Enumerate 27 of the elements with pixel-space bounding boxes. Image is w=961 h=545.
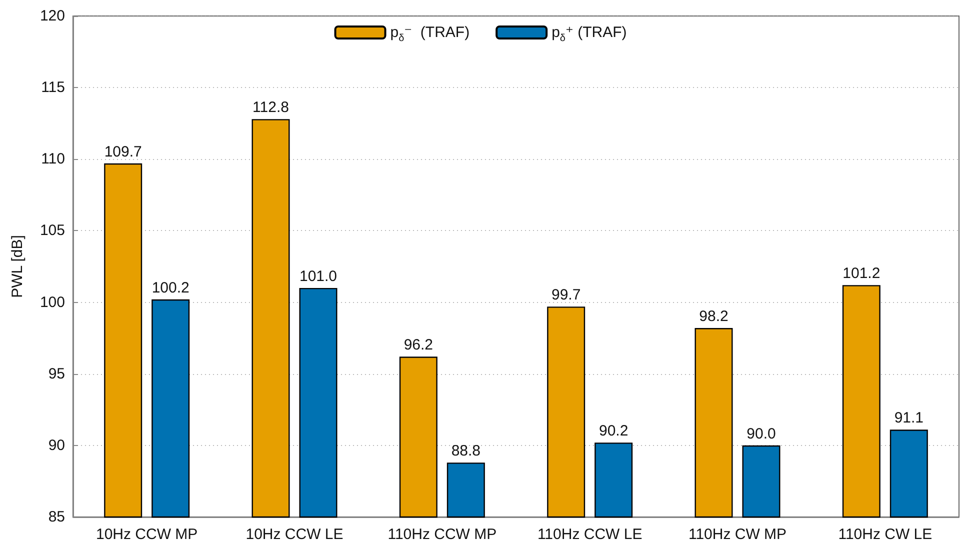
data-label: 99.7	[551, 286, 581, 304]
data-label: 90.0	[746, 425, 776, 442]
x-tick-label: 110Hz CW LE	[838, 526, 932, 543]
data-label: 90.2	[598, 422, 628, 440]
y-tick-label: 85	[48, 508, 65, 526]
y-tick-label: 100	[40, 294, 65, 311]
y-tick-label: 115	[41, 79, 65, 96]
data-label: 100.2	[152, 279, 190, 296]
y-tick-label: 105	[40, 222, 65, 240]
x-tick-label: 110Hz CW MP	[688, 526, 787, 543]
y-tick-label: 95	[48, 365, 65, 382]
y-tick-label: 110	[41, 150, 65, 168]
x-tick-label: 10Hz CCW LE	[246, 526, 344, 543]
y-axis-title: PWL [dB]	[9, 235, 26, 298]
x-tick-label: 10Hz CCW MP	[96, 526, 198, 543]
data-label: 88.8	[451, 442, 481, 460]
data-label: 96.2	[404, 336, 434, 354]
data-label: 112.8	[252, 99, 289, 116]
y-tick-label: 90	[48, 436, 65, 454]
y-tick-label: 120	[40, 8, 65, 24]
data-label: 91.1	[894, 410, 924, 427]
data-label: 101.0	[299, 268, 338, 285]
data-label: 98.2	[699, 308, 728, 326]
x-tick-label: 110Hz CCW LE	[537, 526, 642, 543]
data-label: 101.2	[842, 265, 880, 282]
data-label: 109.7	[104, 143, 142, 160]
x-tick-label: 110Hz CCW MP	[388, 526, 497, 543]
